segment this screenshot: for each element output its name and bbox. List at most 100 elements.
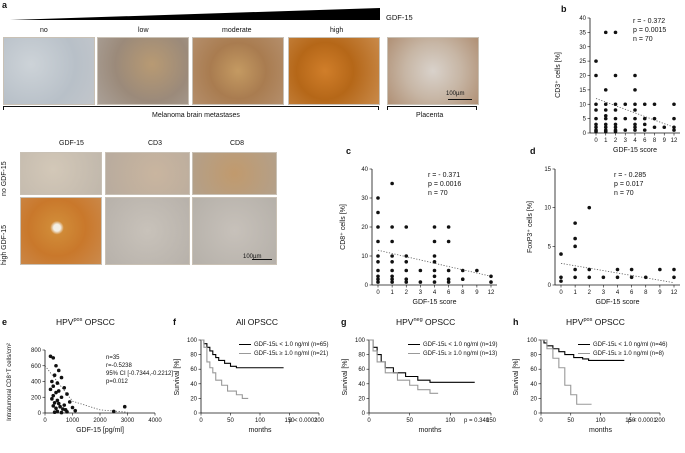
- data-point-c: [432, 268, 437, 273]
- data-point-b: [662, 125, 667, 130]
- data-point-e: [61, 407, 65, 411]
- data-point-b: [633, 125, 637, 130]
- data-point-d: [559, 275, 563, 280]
- data-point-c: [376, 196, 380, 200]
- data-point-d: [587, 267, 592, 272]
- y-tick-label-f: 100: [187, 338, 198, 344]
- data-point-e: [48, 387, 53, 392]
- y-axis-label-h: Survival [%]: [513, 358, 520, 395]
- x-tick-label-g: 100: [445, 418, 456, 424]
- data-point-b: [633, 108, 637, 112]
- x-tick-label-h: 0: [539, 418, 543, 424]
- group-bracket: [3, 106, 378, 107]
- ihc-high-gdf15: [20, 197, 102, 265]
- x-tick-label-e: 1000: [66, 418, 80, 424]
- data-point-e: [65, 410, 69, 414]
- panel-f-title: All OPSCC: [236, 317, 279, 327]
- data-point-d: [658, 267, 662, 272]
- data-point-e: [51, 384, 56, 389]
- data-point-e: [55, 381, 60, 385]
- data-point-e: [58, 404, 62, 409]
- data-point-c: [446, 239, 451, 244]
- data-point-c: [404, 277, 409, 282]
- grade-low: low: [138, 27, 149, 34]
- y-tick-label-g: 60: [358, 367, 365, 373]
- data-point-d: [629, 275, 634, 280]
- x-tick-label-c: 9: [475, 290, 479, 296]
- x-tick-label-g: 150: [486, 418, 497, 424]
- panel-label-d: d: [530, 146, 536, 156]
- y-tick-label-e: 600: [31, 364, 42, 370]
- y-tick-label-b: 10: [579, 102, 586, 108]
- y-tick-label-d: 0: [548, 283, 552, 289]
- data-point-e: [51, 356, 56, 360]
- data-point-c: [390, 225, 394, 229]
- scale-bar-label: 100µm: [446, 91, 465, 97]
- x-tick-label-f: 150: [284, 418, 295, 424]
- data-point-c: [390, 239, 394, 244]
- data-point-c: [446, 225, 451, 229]
- data-point-b: [672, 125, 676, 130]
- legend-item-low: GDF-15ʟ < 1.0 ng/ml (n=46): [578, 341, 667, 350]
- km-curve-g-low: [369, 339, 475, 383]
- data-point-b: [613, 129, 618, 134]
- panel-label-c: c: [346, 146, 352, 156]
- data-point-b: [613, 116, 618, 121]
- placenta-bracket: [387, 106, 477, 107]
- data-point-c: [404, 254, 409, 258]
- data-point-b: [594, 73, 598, 78]
- data-point-c: [432, 260, 437, 264]
- x-tick-label-d: 4: [616, 290, 620, 296]
- data-point-c: [376, 225, 380, 229]
- ihc-image-no: [3, 37, 95, 105]
- panel-label-e: e: [2, 317, 8, 327]
- y-tick-label-d: 10: [544, 206, 551, 212]
- x-tick-label-c: 2: [405, 290, 409, 296]
- data-point-e: [52, 410, 57, 415]
- data-point-c: [404, 280, 409, 284]
- x-axis-label-e: GDF-15 [pg/ml]: [76, 427, 124, 434]
- data-point-e: [122, 404, 127, 409]
- data-point-c: [390, 277, 394, 282]
- data-point-b: [603, 116, 608, 121]
- x-tick-label-f: 100: [255, 418, 266, 424]
- legend-item-high: GDF-15ʟ ≥ 1.0 ng/ml (n=13): [408, 350, 497, 359]
- data-point-e: [73, 408, 78, 413]
- panel-d-stats: r = - 0.285 p = 0.017 n = 70: [614, 172, 647, 197]
- data-point-b: [603, 88, 608, 92]
- data-point-b: [613, 108, 618, 112]
- data-point-c: [432, 225, 437, 229]
- data-point-e: [48, 354, 53, 359]
- data-point-d: [573, 244, 577, 249]
- y-tick-label-b: 20: [579, 74, 586, 80]
- x-axis-label-h: months: [589, 427, 612, 434]
- data-point-e: [56, 401, 61, 406]
- data-point-e: [55, 409, 60, 414]
- panel-g-p: p = 0.340: [464, 418, 490, 424]
- data-point-c: [432, 274, 437, 279]
- y-tick-label-b: 15: [579, 88, 586, 94]
- data-point-e: [54, 363, 58, 368]
- km-curve-f-low: [201, 339, 284, 369]
- x-tick-label-c: 0: [376, 290, 380, 296]
- ihc-image-high: [288, 37, 380, 105]
- data-point-e: [51, 393, 56, 398]
- gdf15-gradient-wedge: [10, 8, 380, 20]
- x-tick-label-e: 2000: [93, 418, 107, 424]
- data-point-b: [594, 102, 598, 107]
- x-tick-label-b: 1: [604, 138, 608, 144]
- data-point-c: [432, 239, 437, 244]
- x-tick-label-b: 4: [633, 138, 637, 144]
- x-axis-label-b: GDF-15 score: [613, 147, 657, 154]
- y-axis-label-e: Intratumoral CD8⁺T cells/cm²: [6, 343, 13, 421]
- data-point-b: [642, 116, 647, 121]
- km-curve-g-high: [369, 339, 439, 394]
- y-axis-label-c: CD8⁺ cells [%]: [340, 204, 347, 250]
- data-point-e: [65, 392, 69, 396]
- y-tick-label-b: 35: [579, 30, 586, 36]
- data-point-b: [613, 125, 618, 130]
- x-tick-label-e: 0: [43, 418, 47, 424]
- data-point-b: [623, 128, 628, 132]
- data-point-b: [672, 116, 676, 121]
